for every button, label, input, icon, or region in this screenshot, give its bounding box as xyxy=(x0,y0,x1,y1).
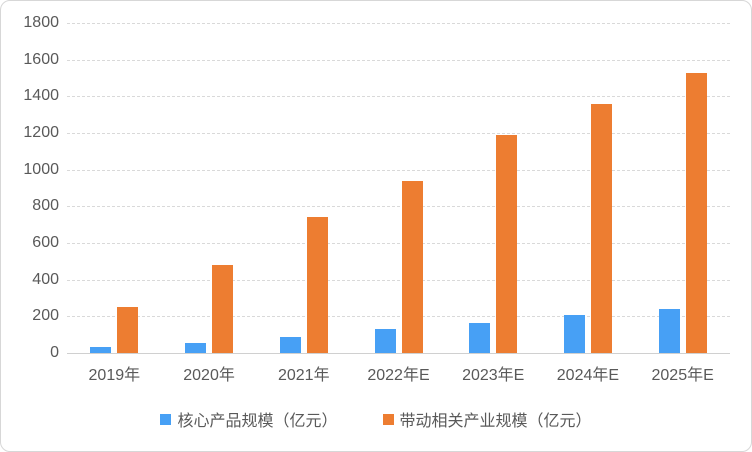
x-tick-label-2025年E: 2025年E xyxy=(651,367,714,384)
bar-core-2025年E xyxy=(658,309,680,353)
gridline-1400 xyxy=(67,96,730,98)
gridline-800 xyxy=(67,206,730,208)
y-tick-label-1200: 1200 xyxy=(23,124,59,141)
bar-core-2022年E xyxy=(374,329,396,353)
bar-core-2019年 xyxy=(90,346,112,353)
gridline-200 xyxy=(67,316,730,318)
y-tick-label-1400: 1400 xyxy=(23,87,59,105)
plot-area xyxy=(67,23,730,354)
y-tick-label-1600: 1600 xyxy=(23,50,59,68)
bar-related-2022年E xyxy=(401,180,423,353)
bar-core-2020年 xyxy=(185,342,207,353)
legend-label-related: 带动相关产业规模（亿元） xyxy=(399,413,592,430)
bar-core-2024年E xyxy=(563,315,585,353)
x-tick-label-2021年: 2021年 xyxy=(277,367,330,384)
y-tick-label-1000: 1000 xyxy=(23,160,59,178)
x-tick-label-2019年: 2019年 xyxy=(88,367,141,384)
x-tick-label-2020年: 2020年 xyxy=(183,367,235,384)
x-tick-label-2024年E: 2024年E xyxy=(556,367,620,384)
bar-related-2025年E xyxy=(685,73,707,353)
y-tick-label-200: 200 xyxy=(32,307,59,325)
gridline-1800 xyxy=(67,23,730,24)
legend: 核心产品规模（亿元） 带动相关产业规模（亿元） xyxy=(1,407,751,431)
bar-related-2024年E xyxy=(590,103,612,353)
legend-item-core: 核心产品规模（亿元） xyxy=(160,407,338,431)
x-tick-label-2023年E: 2023年E xyxy=(462,367,525,384)
y-tick-label-1800: 1800 xyxy=(23,14,59,31)
legend-item-related: 带动相关产业规模（亿元） xyxy=(382,407,592,431)
bar-related-2023年E xyxy=(496,134,518,353)
x-tick-label-2022年E: 2022年E xyxy=(367,367,430,384)
x-axis: 2019年 2020年 2021年 2022年E 2023年E 2024年E 2025年E xyxy=(67,361,730,385)
gridline-400 xyxy=(67,279,730,281)
bar-related-2021年 xyxy=(306,217,328,353)
gridline-1600 xyxy=(67,59,730,61)
y-tick-label-800: 800 xyxy=(32,197,59,215)
gridline-600 xyxy=(67,243,730,244)
legend-swatch-related xyxy=(382,413,394,425)
y-tick-label-400: 400 xyxy=(32,270,59,288)
bar-related-2019年 xyxy=(117,307,139,353)
legend-label-core: 核心产品规模（亿元） xyxy=(177,413,338,430)
y-tick-label-600: 600 xyxy=(32,234,59,251)
gridline-1200 xyxy=(67,133,730,134)
bar-core-2021年 xyxy=(279,336,301,353)
y-axis: 0 200 400 600 800 1000 1200 1400 1600 1800 xyxy=(1,14,59,361)
y-tick-label-0: 0 xyxy=(50,344,59,361)
gridline-1000 xyxy=(67,169,730,171)
x-axis-line xyxy=(67,353,730,354)
bar-core-2023年E xyxy=(469,322,491,353)
legend-swatch-core xyxy=(160,413,172,425)
bar-related-2020年 xyxy=(212,265,234,353)
